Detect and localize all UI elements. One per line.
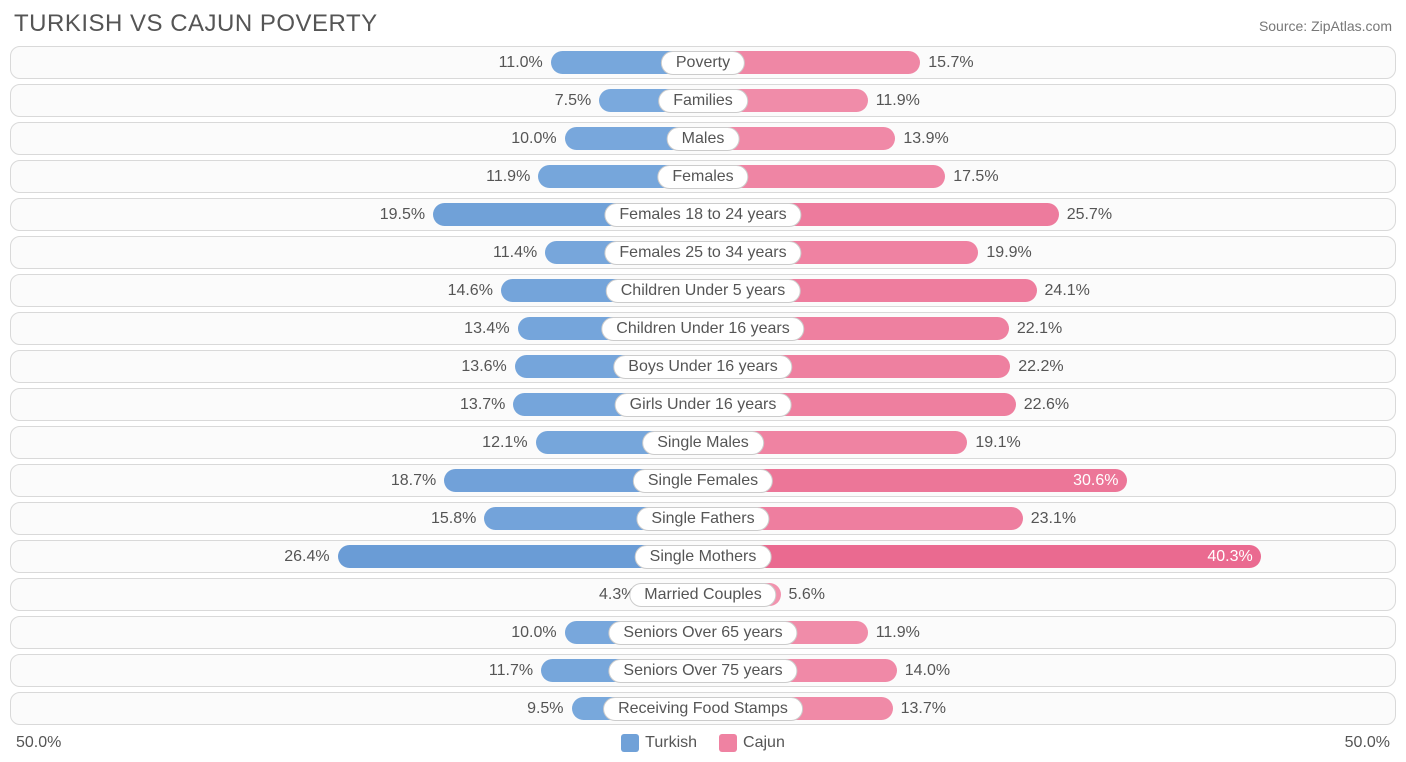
chart-row: 26.4% 40.3% Single Mothers	[10, 540, 1396, 573]
diverging-bar-chart: 11.0%15.7%Poverty7.5%11.9%Families10.0%1…	[10, 46, 1396, 725]
value-cajun: 13.9%	[903, 130, 948, 148]
chart-header: TURKISH VS CAJUN POVERTY Source: ZipAtla…	[10, 10, 1396, 46]
value-turkish: 18.7%	[391, 472, 436, 490]
legend-label-turkish: Turkish	[645, 734, 697, 752]
value-cajun: 13.7%	[901, 700, 946, 718]
value-cajun: 11.9%	[876, 92, 920, 110]
value-turkish: 10.0%	[511, 130, 556, 148]
category-label: Families	[658, 89, 748, 113]
category-label: Children Under 5 years	[606, 279, 801, 303]
bar-cajun	[703, 545, 1261, 568]
value-turkish: 19.5%	[380, 206, 425, 224]
source-label: Source:	[1259, 18, 1307, 34]
category-label: Seniors Over 75 years	[608, 659, 797, 683]
value-cajun: 40.3%	[1207, 548, 1252, 566]
chart-row: 13.4% 22.1% Children Under 16 years	[10, 312, 1396, 345]
value-cajun: 17.5%	[953, 168, 998, 186]
category-label: Seniors Over 65 years	[608, 621, 797, 645]
value-turkish: 13.6%	[461, 358, 506, 376]
chart-row: 11.7% 14.0% Seniors Over 75 years	[10, 654, 1396, 687]
legend-swatch-cajun	[719, 734, 737, 752]
chart-row: 14.6% 24.1% Children Under 5 years	[10, 274, 1396, 307]
legend-label-cajun: Cajun	[743, 734, 785, 752]
value-cajun: 22.6%	[1024, 396, 1069, 414]
category-label: Married Couples	[629, 583, 776, 607]
category-label: Receiving Food Stamps	[603, 697, 803, 721]
value-turkish: 13.7%	[460, 396, 505, 414]
value-turkish: 11.0%	[499, 54, 543, 72]
chart-source: Source: ZipAtlas.com	[1259, 18, 1392, 34]
chart-row: 7.5% 11.9% Families	[10, 84, 1396, 117]
value-turkish: 11.7%	[489, 662, 533, 680]
category-label: Poverty	[661, 51, 745, 75]
chart-row: 19.5% 25.7% Females 18 to 24 years	[10, 198, 1396, 231]
chart-row: 4.3%5.6%Married Couples	[10, 578, 1396, 611]
axis-left-label: 50.0%	[16, 734, 61, 752]
value-cajun: 19.9%	[986, 244, 1031, 262]
category-label: Boys Under 16 years	[613, 355, 792, 379]
value-cajun: 25.7%	[1067, 206, 1112, 224]
value-turkish: 26.4%	[284, 548, 329, 566]
chart-row: 12.1% 19.1% Single Males	[10, 426, 1396, 459]
chart-row: 11.0% 15.7% Poverty	[10, 46, 1396, 79]
value-turkish: 7.5%	[555, 92, 591, 110]
category-label: Single Mothers	[635, 545, 772, 569]
value-cajun: 30.6%	[1073, 472, 1118, 490]
category-label: Single Fathers	[636, 507, 769, 531]
value-turkish: 10.0%	[511, 624, 556, 642]
chart-footer: 50.0% Turkish Cajun 50.0%	[10, 730, 1396, 752]
value-cajun: 15.7%	[928, 54, 973, 72]
chart-row: 11.9% 17.5% Females	[10, 160, 1396, 193]
category-label: Single Males	[642, 431, 764, 455]
value-cajun: 19.1%	[975, 434, 1020, 452]
value-turkish: 9.5%	[527, 700, 563, 718]
chart-row: 13.6% 22.2% Boys Under 16 years	[10, 350, 1396, 383]
chart-row: 10.0% 11.9% Seniors Over 65 years	[10, 616, 1396, 649]
value-cajun: 14.0%	[905, 662, 950, 680]
chart-row: 9.5% 13.7% Receiving Food Stamps	[10, 692, 1396, 725]
value-cajun: 24.1%	[1045, 282, 1090, 300]
value-cajun: 5.6%	[789, 586, 825, 604]
category-label: Single Females	[633, 469, 773, 493]
chart-title: TURKISH VS CAJUN POVERTY	[14, 10, 378, 38]
value-cajun: 23.1%	[1031, 510, 1076, 528]
category-label: Children Under 16 years	[601, 317, 804, 341]
chart-row: 15.8% 23.1% Single Fathers	[10, 502, 1396, 535]
value-cajun: 22.1%	[1017, 320, 1062, 338]
chart-row: 10.0% 13.9% Males	[10, 122, 1396, 155]
category-label: Females	[657, 165, 748, 189]
value-turkish: 14.6%	[448, 282, 493, 300]
category-label: Males	[667, 127, 740, 151]
value-turkish: 15.8%	[431, 510, 476, 528]
category-label: Girls Under 16 years	[615, 393, 792, 417]
category-label: Females 25 to 34 years	[604, 241, 801, 265]
value-cajun: 22.2%	[1018, 358, 1063, 376]
chart-row: 13.7% 22.6% Girls Under 16 years	[10, 388, 1396, 421]
value-turkish: 12.1%	[482, 434, 527, 452]
chart-legend: Turkish Cajun	[621, 734, 785, 752]
value-cajun: 11.9%	[876, 624, 920, 642]
value-turkish: 11.4%	[493, 244, 537, 262]
chart-row: 11.4% 19.9% Females 25 to 34 years	[10, 236, 1396, 269]
chart-row: 18.7% 30.6% Single Females	[10, 464, 1396, 497]
value-turkish: 13.4%	[464, 320, 509, 338]
category-label: Females 18 to 24 years	[604, 203, 801, 227]
value-turkish: 11.9%	[486, 168, 530, 186]
source-name: ZipAtlas.com	[1311, 18, 1392, 34]
legend-swatch-turkish	[621, 734, 639, 752]
axis-right-label: 50.0%	[1345, 734, 1390, 752]
